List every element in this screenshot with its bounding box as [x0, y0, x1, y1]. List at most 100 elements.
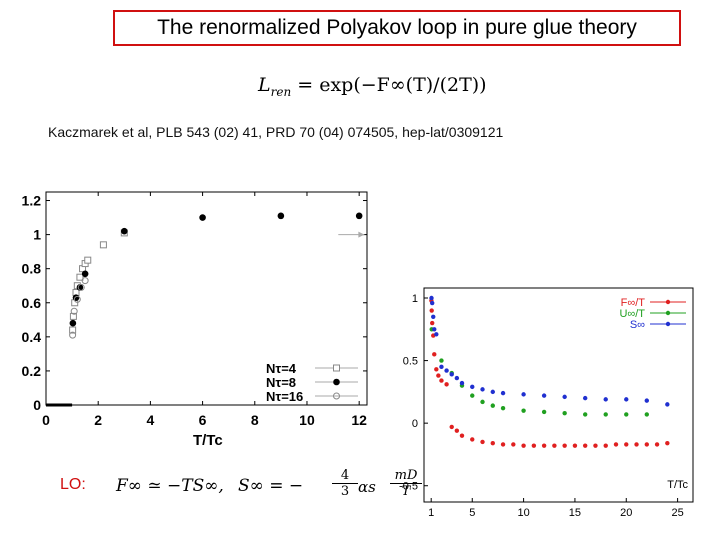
- data-point: [449, 372, 454, 377]
- data-point: [480, 387, 485, 392]
- data-point: [511, 442, 516, 447]
- formula-lhs: L: [258, 74, 271, 96]
- asymptote-arrow-head: [358, 231, 365, 238]
- data-point: [81, 270, 89, 278]
- left-plot-frame: [45, 191, 368, 406]
- data-point: [582, 412, 588, 417]
- data-point: [470, 393, 475, 398]
- data-point: [431, 314, 436, 319]
- slide-title: The renormalized Polyakov loop in pure g…: [113, 10, 681, 46]
- y-tick-label: 1: [412, 293, 418, 305]
- data-point: [444, 368, 449, 373]
- data-point: [432, 352, 437, 357]
- legend-label: Nτ=8: [266, 375, 296, 390]
- data-point: [436, 373, 441, 378]
- data-point: [582, 443, 588, 448]
- right-chart-marks: [429, 295, 670, 448]
- data-point: [490, 389, 495, 395]
- data-point: [69, 319, 77, 327]
- data-point: [199, 214, 206, 221]
- x-tick-label: 15: [569, 507, 581, 519]
- data-point: [69, 331, 77, 339]
- legend-marker: [665, 310, 671, 316]
- data-point: [72, 294, 80, 301]
- lo-formula: LO: F∞ ≃ −TS∞, S∞ = − 4 3 αs mD T: [60, 468, 422, 510]
- data-point: [665, 402, 670, 407]
- y-tick-label: 0: [412, 418, 418, 430]
- lo-mass-num: mD: [390, 468, 422, 484]
- polyakov-loop-formula: Lren = exp(−F∞(T)/(2T)): [258, 74, 487, 99]
- y-tick-label: 1: [33, 227, 41, 243]
- x-axis-label: T/Tc: [667, 479, 688, 491]
- data-point: [644, 398, 649, 403]
- formula-lhs-sub: ren: [270, 84, 292, 99]
- data-point: [541, 409, 547, 415]
- data-point: [552, 443, 557, 448]
- data-point: [603, 397, 608, 402]
- data-point: [500, 390, 506, 396]
- data-point: [454, 375, 460, 381]
- polyakov-loop-chart: 0 2 4 6 8 10 12 0 0.2 0.4 0.6 0.8 1 1.2 T/Tc Nτ=4Nτ=8N…: [22, 191, 368, 449]
- data-point: [69, 326, 77, 334]
- data-point: [120, 227, 128, 235]
- data-point: [634, 442, 639, 447]
- data-point: [81, 277, 89, 285]
- lo-fraction: 4 3: [332, 468, 358, 499]
- formula-rhs: = exp(−F∞(T)/(2T)): [297, 74, 487, 96]
- lo-frac-den: 3: [340, 484, 350, 499]
- data-point: [439, 358, 444, 363]
- right-chart-legend: F∞/TU∞/TS∞: [619, 297, 686, 331]
- x-tick-label: 20: [620, 507, 632, 519]
- data-point: [490, 403, 495, 408]
- lo-s-inf: S∞ = −: [238, 476, 304, 496]
- data-point: [99, 241, 107, 249]
- lo-label: LO:: [60, 476, 86, 493]
- data-point: [430, 300, 435, 306]
- left-chart-axes: [45, 191, 368, 406]
- data-point: [76, 273, 84, 281]
- data-point: [624, 412, 629, 417]
- data-point: [434, 367, 439, 372]
- x-tick-label: 4: [146, 412, 154, 428]
- y-tick-label: 0.4: [22, 329, 42, 345]
- lo-f-inf: F∞ ≃ −TS∞,: [116, 476, 224, 496]
- data-point: [521, 443, 526, 448]
- data-point: [429, 295, 434, 301]
- data-point: [624, 397, 629, 402]
- lo-alpha: αs: [358, 478, 376, 496]
- x-axis-label: T/Tc: [193, 432, 223, 449]
- reference-text: Kaczmarek et al, PLB 543 (02) 41, PRD 70…: [48, 124, 504, 140]
- x-tick-label: 25: [671, 507, 683, 519]
- data-point: [430, 320, 435, 326]
- data-point: [480, 399, 485, 405]
- y-tick-label: 0.2: [22, 363, 42, 379]
- data-point: [531, 443, 537, 448]
- left-chart-marks: [46, 212, 365, 407]
- y-tick-label: 0.8: [22, 261, 42, 277]
- lo-mass-den: T: [401, 484, 411, 499]
- data-point: [603, 443, 608, 448]
- data-point: [644, 412, 649, 417]
- x-tick-label: 12: [351, 412, 367, 428]
- right-chart-axes: [423, 287, 694, 503]
- x-tick-label: 8: [251, 412, 259, 428]
- right-plot-frame: [423, 287, 694, 503]
- data-point: [572, 443, 578, 448]
- data-point: [562, 394, 567, 400]
- data-point: [480, 439, 485, 445]
- data-point: [562, 410, 567, 416]
- legend-marker: [665, 299, 671, 305]
- data-point: [449, 424, 454, 430]
- x-tick-label: 0: [42, 412, 50, 428]
- data-point: [500, 405, 506, 411]
- data-point: [277, 212, 285, 220]
- data-point: [77, 283, 85, 291]
- data-point: [562, 443, 567, 448]
- data-point: [593, 443, 598, 448]
- data-point: [432, 327, 437, 332]
- y-tick-label: 0.5: [403, 356, 418, 368]
- data-point: [500, 442, 506, 447]
- x-tick-label: 10: [517, 507, 529, 519]
- data-point: [439, 364, 444, 370]
- legend-label: S∞: [630, 319, 645, 331]
